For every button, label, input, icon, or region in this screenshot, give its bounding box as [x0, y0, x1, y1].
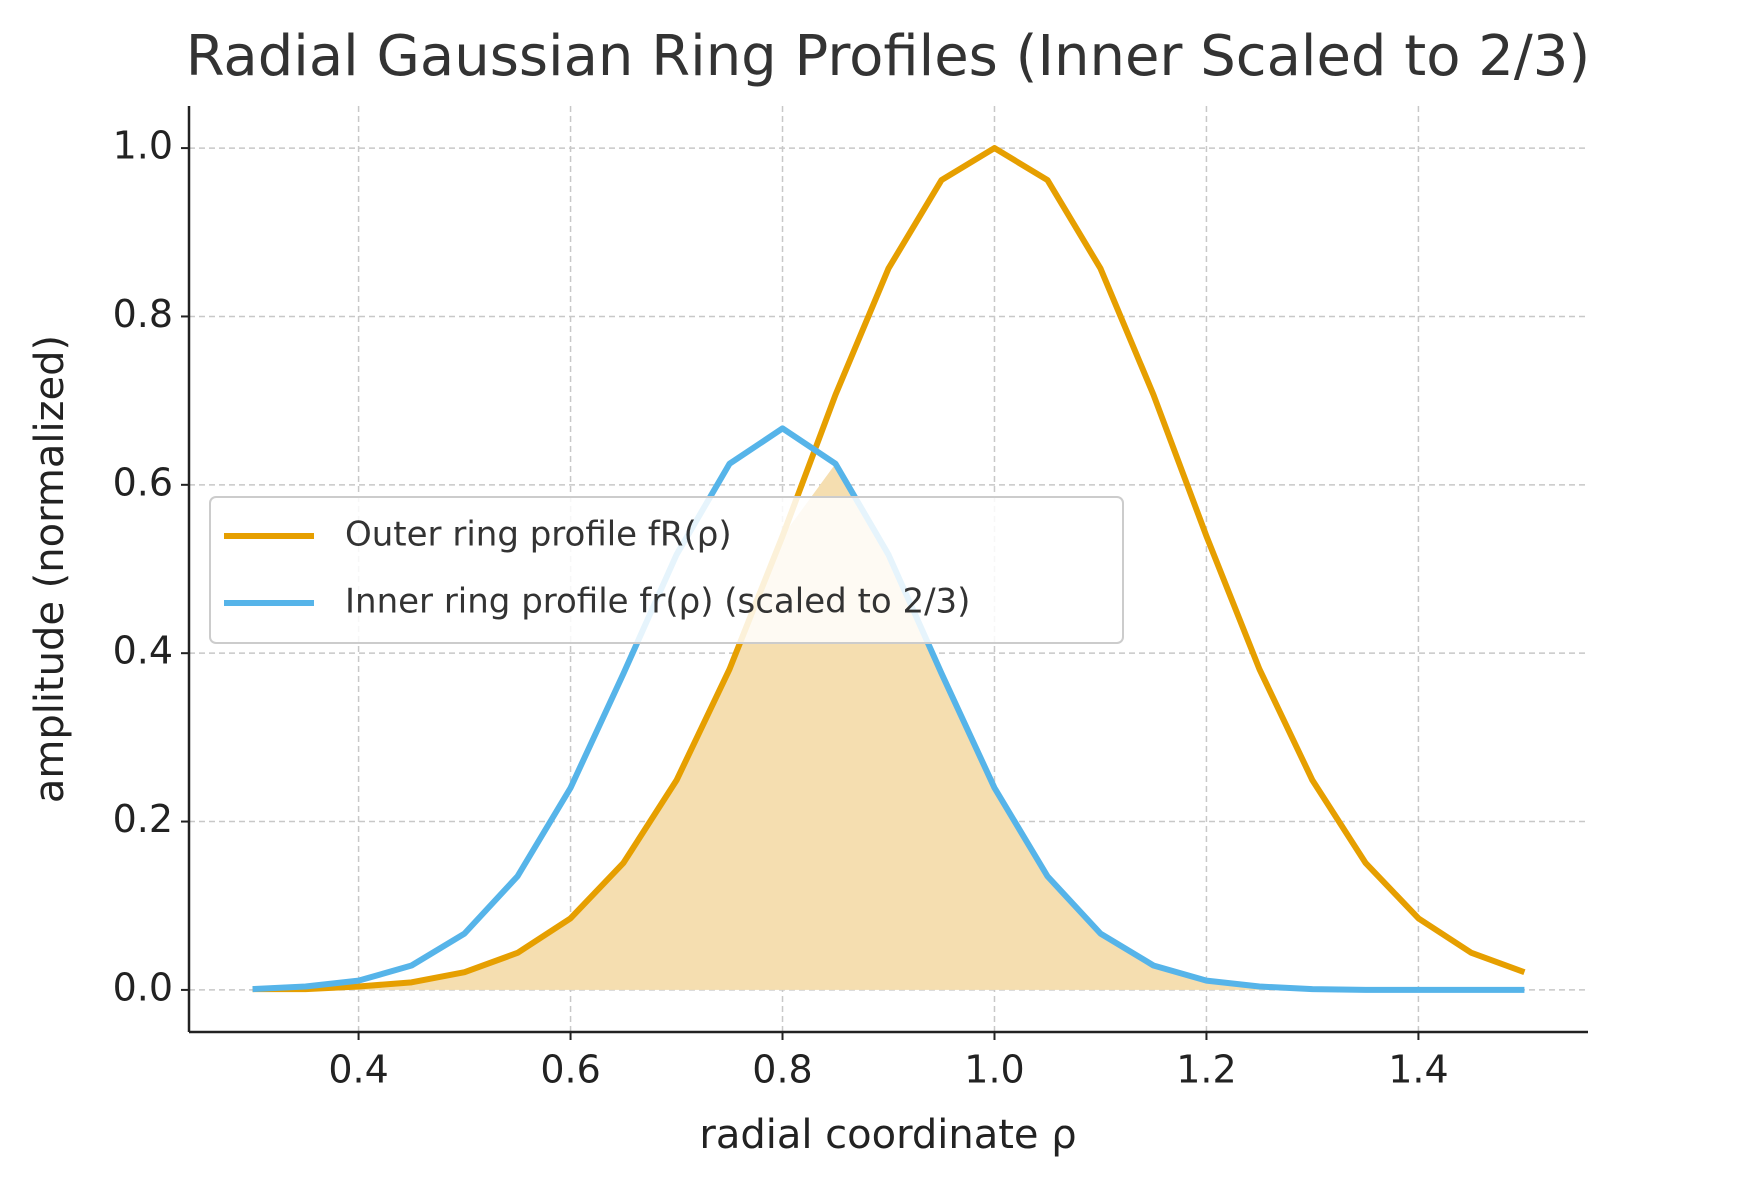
y-tick-label: 0.2	[113, 797, 173, 841]
x-axis-label: radial coordinate ρ	[699, 1112, 1076, 1158]
y-tick-label: 0.6	[113, 460, 173, 504]
x-tick-label: 1.4	[1388, 1048, 1448, 1092]
y-tick-label: 0.8	[113, 292, 173, 336]
y-tick-label: 0.0	[113, 965, 173, 1009]
x-tick-label: 1.2	[1176, 1048, 1236, 1092]
chart-title: Radial Gaussian Ring Profiles (Inner Sca…	[186, 24, 1591, 89]
x-tick-label: 1.0	[964, 1048, 1024, 1092]
data-line	[252, 145, 1526, 993]
x-tick-label: 0.8	[752, 1048, 812, 1092]
y-tick-label: 1.0	[113, 124, 173, 168]
legend-label: Outer ring profile fR(ρ)	[345, 515, 732, 555]
x-tick-label: 0.6	[540, 1048, 600, 1092]
legend-box	[209, 496, 1124, 644]
legend: Outer ring profile fR(ρ) Inner ring profi…	[209, 496, 1124, 644]
overlap-fill	[252, 463, 1525, 990]
y-axis-label: amplitude (normalized)	[27, 335, 73, 803]
y-tick-label: 0.4	[113, 629, 173, 673]
legend-label: Inner ring profile fr(ρ) (scaled to 2/3)	[345, 582, 970, 622]
x-tick-label: 0.4	[328, 1048, 388, 1092]
